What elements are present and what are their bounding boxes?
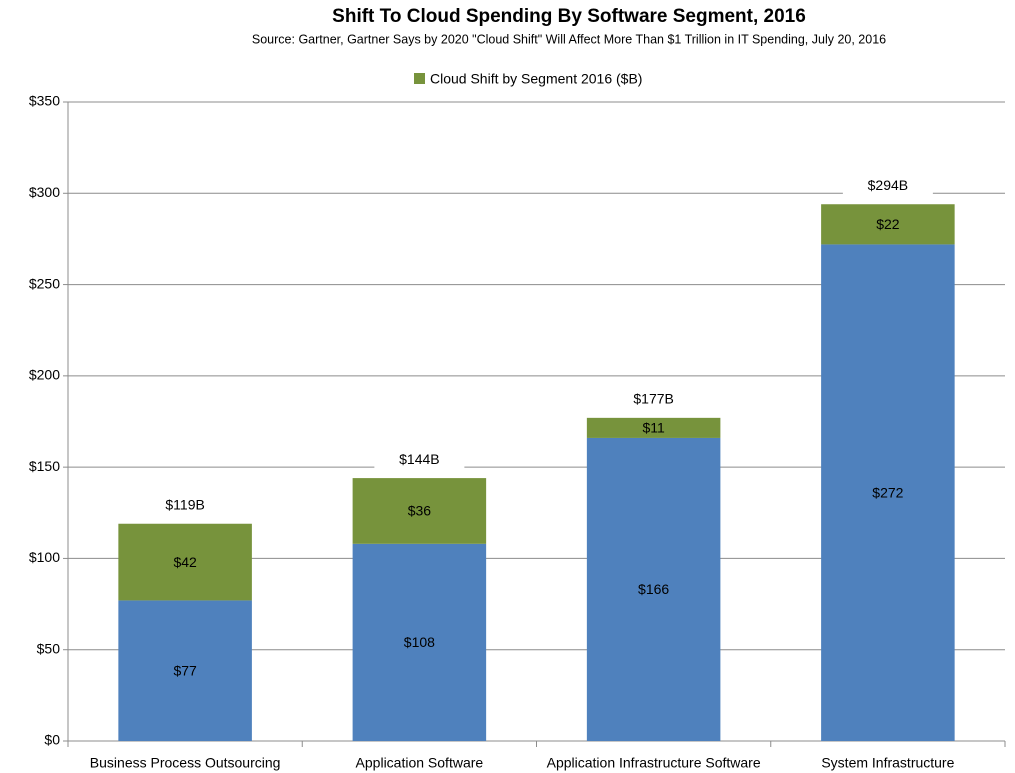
legend-swatch [414,73,425,84]
total-label-bg [608,388,699,411]
y-tick-label: $200 [29,367,60,383]
y-tick-label: $300 [29,184,60,200]
y-tick-label: $50 [37,640,61,656]
total-label: $177B [633,391,673,407]
bar-segment [586,437,721,741]
value-label: $272 [872,484,903,500]
bar-segment [118,523,252,601]
legend-label: Cloud Shift by Segment 2016 ($B) [430,71,642,87]
bar-segment [352,543,487,741]
bar-segment [118,600,252,741]
total-label: $294B [868,177,908,193]
y-tick-label: $0 [44,732,60,748]
y-tick-label: $250 [29,275,60,291]
value-label: $36 [408,503,432,519]
x-tick-label: Business Process Outsourcing [90,755,281,771]
bar-segment [586,417,721,438]
value-label: $22 [876,216,900,232]
value-label: $166 [638,581,669,597]
x-tick-label: Application Software [356,755,484,771]
value-label: $77 [173,662,197,678]
x-tick-label: Application Infrastructure Software [547,755,761,771]
bar-segment [352,478,487,544]
y-tick-label: $150 [29,458,60,474]
value-label: $42 [173,554,197,570]
total-label: $144B [399,451,439,467]
bar-segment [821,244,955,742]
total-label: $119B [165,496,204,512]
y-tick-label: $100 [29,549,60,565]
bar-segment [821,204,955,245]
total-label-bg [842,175,933,198]
x-tick-label: System Infrastructure [821,755,954,771]
value-label: $11 [642,420,665,436]
value-label: $108 [404,634,435,650]
total-label-bg [374,449,465,472]
total-label-bg [140,494,231,517]
chart-subtitle: Source: Gartner, Gartner Says by 2020 "C… [252,32,886,46]
y-tick-label: $350 [29,93,60,109]
chart-title: Shift To Cloud Spending By Software Segm… [332,6,806,27]
